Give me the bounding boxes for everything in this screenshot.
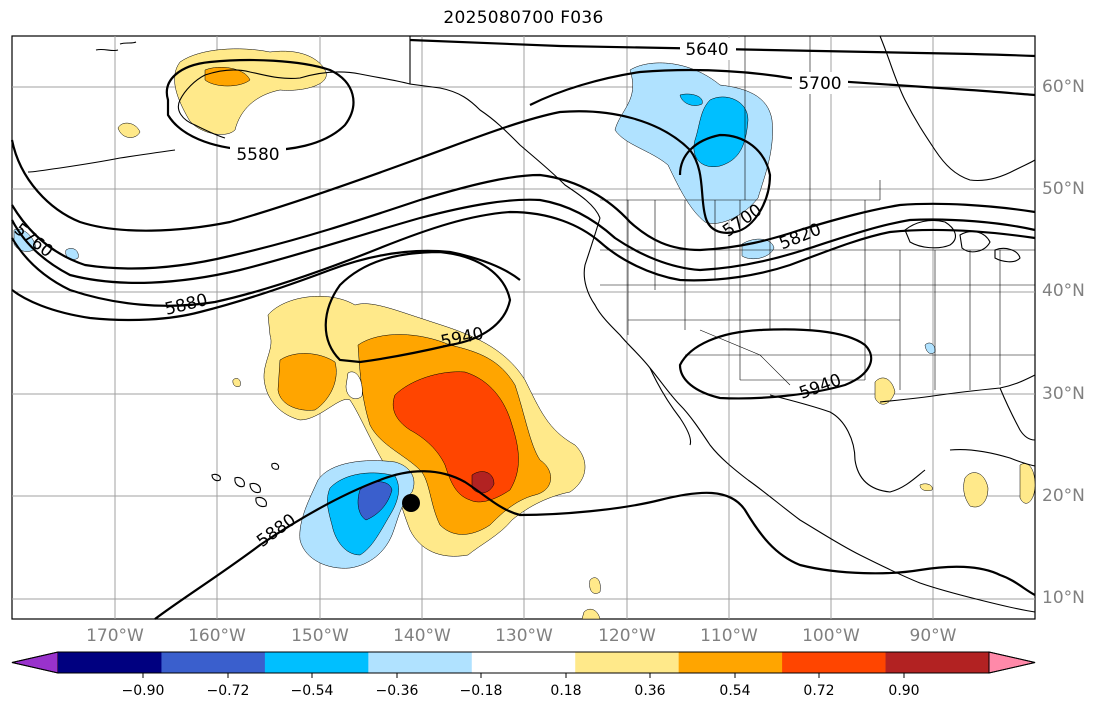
colorbar-tick-label: 0.54 <box>719 683 751 699</box>
lat-label-50n: 50°N <box>1042 179 1085 199</box>
colorbar-tick-label: 0.90 <box>888 683 920 699</box>
borders <box>600 36 1035 390</box>
colorbar-tick-label: 0.36 <box>634 683 666 699</box>
contour-5820-west <box>11 198 1036 284</box>
colorbar-tick-label: 0.18 <box>550 683 582 699</box>
map-title: 2025080700 F036 <box>443 8 604 28</box>
lon-label-120w: 120°W <box>598 626 656 646</box>
lon-label-150w: 150°W <box>291 626 349 646</box>
storm-center-marker <box>402 494 420 512</box>
colorbar-tick-label: −0.54 <box>290 683 334 699</box>
lat-label-60n: 60°N <box>1042 77 1085 97</box>
lon-label-90w: 90°W <box>909 626 957 646</box>
contour-5880-south <box>154 470 1036 620</box>
contour-5940-west <box>324 250 512 364</box>
lon-label-170w: 170°W <box>86 626 144 646</box>
contour-5820 <box>11 210 1036 307</box>
lat-label-30n: 30°N <box>1042 384 1085 404</box>
contour-5760 <box>11 173 1036 270</box>
contour-label-5700-north: 5700 <box>798 74 841 94</box>
lon-label-160w: 160°W <box>188 626 246 646</box>
lon-label-100w: 100°W <box>802 626 860 646</box>
coastlines <box>27 35 1036 613</box>
lon-label-140w: 140°W <box>393 626 451 646</box>
contour-label-5640: 5640 <box>685 40 728 60</box>
colorbar-tick-label: −0.72 <box>206 683 250 699</box>
colorbar-tick-label: −0.18 <box>459 683 503 699</box>
colorbar-tick-label: −0.90 <box>121 683 165 699</box>
height-contours <box>10 38 1036 620</box>
contour-5880-west <box>11 249 521 322</box>
contour-5700-west <box>10 110 772 234</box>
contour-label-5580: 5580 <box>236 145 279 165</box>
contour-5700-north <box>529 68 1036 106</box>
colorbar-tick-label: 0.72 <box>803 683 835 699</box>
lat-label-40n: 40°N <box>1042 281 1085 301</box>
lon-label-130w: 130°W <box>495 626 553 646</box>
colorbar-tick-label: −0.36 <box>375 683 419 699</box>
lat-label-20n: 20°N <box>1042 486 1085 506</box>
contour-5940-east <box>678 328 873 400</box>
lat-label-10n: 10°N <box>1042 588 1085 608</box>
lon-label-110w: 110°W <box>700 626 758 646</box>
